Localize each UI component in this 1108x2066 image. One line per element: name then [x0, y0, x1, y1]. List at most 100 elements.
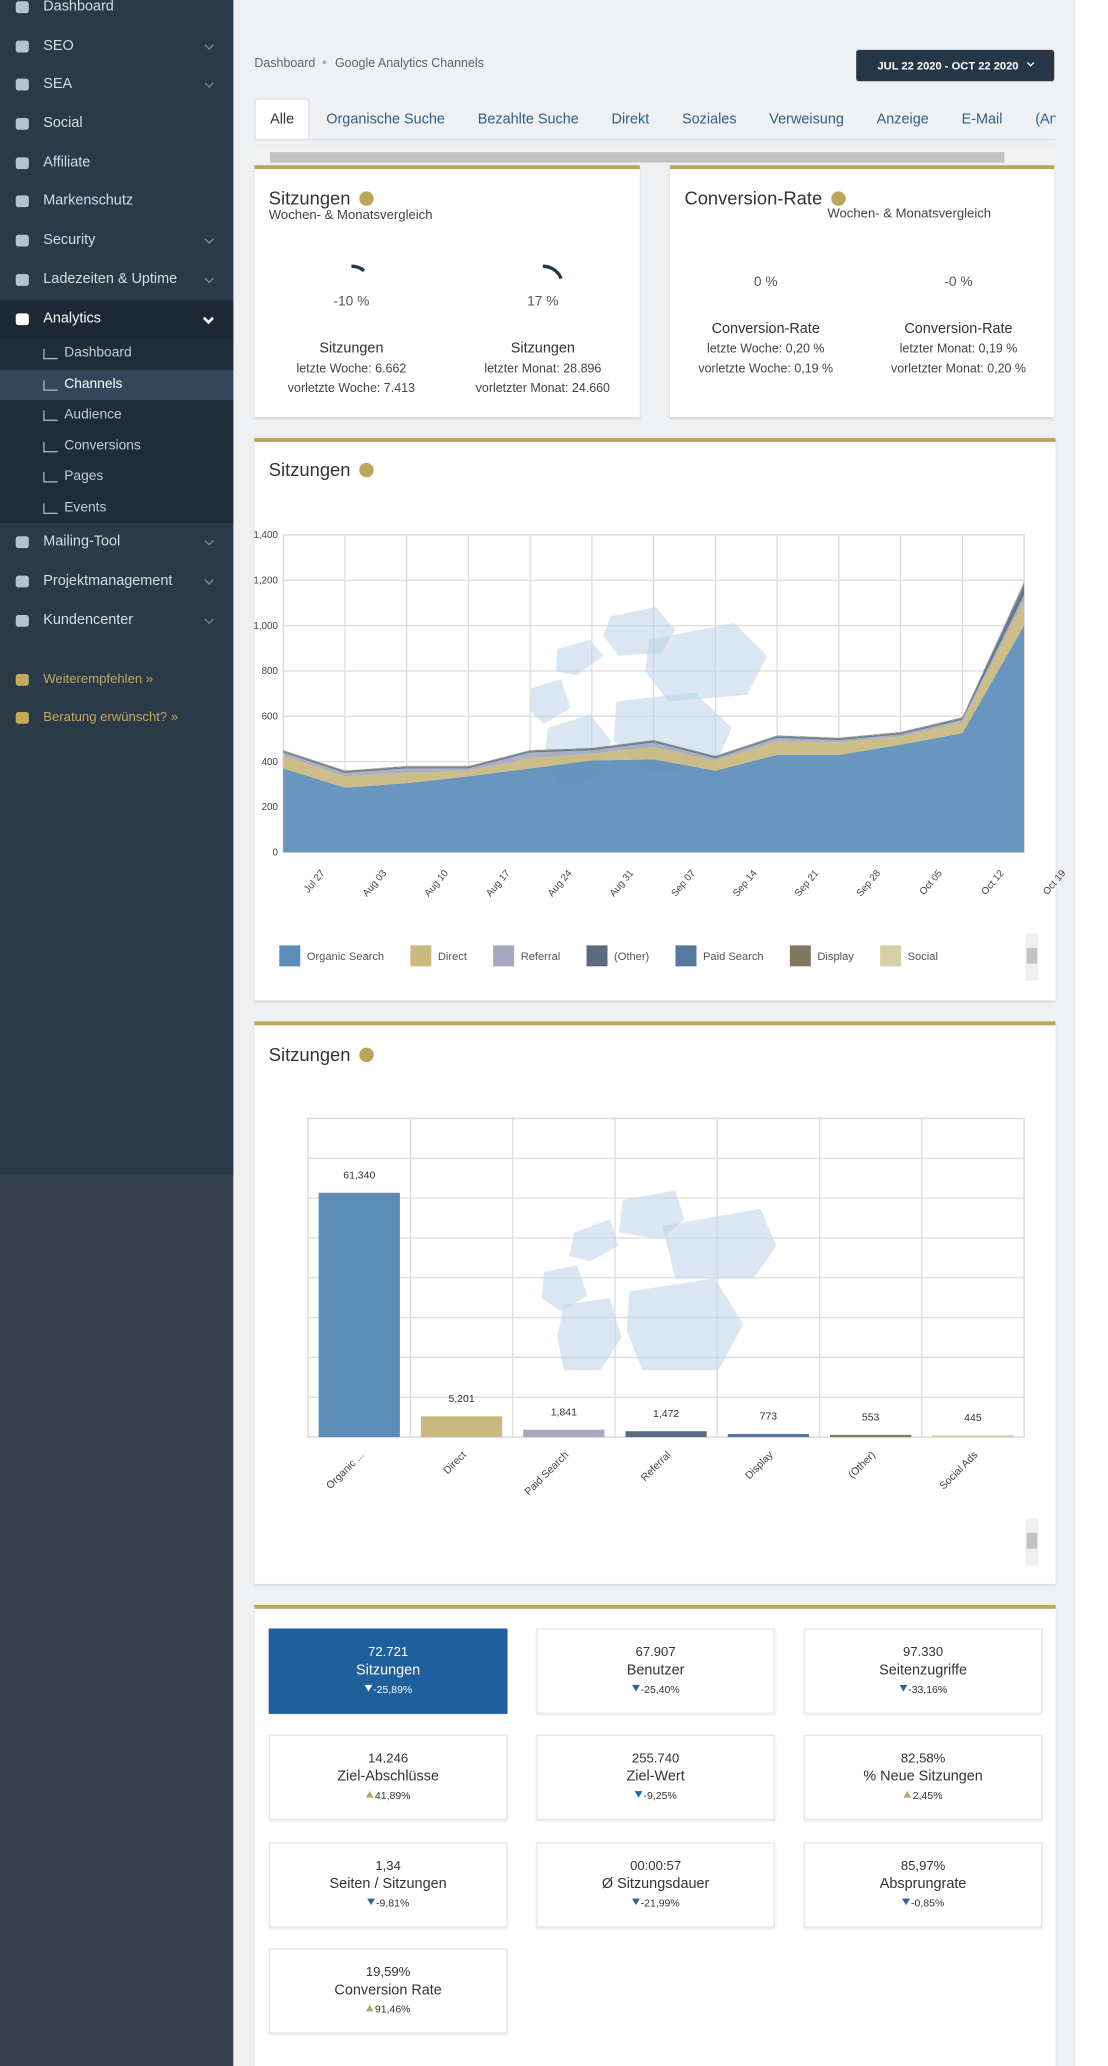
kpi-tile: 00:00:57 Ø Sitzungsdauer -21,99%	[536, 1842, 775, 1928]
nav-item[interactable]: Markenschutz	[0, 183, 233, 222]
info-icon[interactable]	[359, 1047, 375, 1063]
trend-icon	[363, 1684, 372, 1692]
kpi-label: Conversion Rate	[334, 1982, 442, 1999]
icon	[15, 157, 29, 169]
kpi-value: 72.721	[368, 1645, 409, 1660]
tab[interactable]: Bezahlte Suche	[477, 111, 579, 128]
tab[interactable]: Anzeige	[876, 111, 929, 128]
nav-label[interactable]: Kundencenter	[43, 611, 134, 628]
trend-icon	[366, 1898, 375, 1906]
promo-link[interactable]: Beratung erwünscht? »	[0, 699, 233, 737]
submenu-label[interactable]: Channels	[64, 375, 123, 392]
tab[interactable]: (Andere)	[1035, 111, 1055, 128]
info-icon[interactable]	[359, 191, 375, 206]
nav-item[interactable]: SEA	[0, 66, 233, 105]
comparison-card	[254, 165, 640, 417]
sidebar: Dashboard SEO SEA Social Affiliate Markenschu…	[0, 0, 234, 2066]
submenu-item[interactable]: Pages	[0, 462, 233, 493]
nav-label[interactable]: Ladezeiten & Uptime	[43, 271, 178, 287]
icon	[15, 118, 29, 130]
kpi-label: Ø Sitzungsdauer	[601, 1876, 710, 1893]
nav-item[interactable]: Analytics	[0, 299, 234, 339]
breadcrumb-item[interactable]: Dashboard	[254, 56, 316, 71]
nav-label[interactable]: SEO	[43, 37, 74, 54]
tab[interactable]: Verweisung	[769, 111, 844, 128]
scroll-thumb[interactable]	[270, 152, 1005, 163]
text: letzter Monat: 28.896	[484, 361, 602, 377]
title-text: Conversion-Rate	[684, 187, 823, 209]
text: Sitzungen	[319, 340, 384, 357]
nav-item[interactable]: Affiliate	[0, 144, 233, 183]
promo-label[interactable]: Beratung erwünscht? »	[43, 710, 179, 726]
nav-item[interactable]: Security	[0, 222, 233, 261]
submenu-item[interactable]: Audience	[0, 400, 233, 431]
separator	[323, 60, 328, 65]
text: 17 %	[527, 293, 559, 310]
nav-item[interactable]: SEO	[0, 27, 233, 66]
kpi-tile: 19,59% Conversion Rate 91,46%	[268, 1948, 508, 2034]
kpi-change: -0,85%	[805, 1897, 1041, 1909]
nav-item[interactable]: Projektmanagement	[0, 562, 233, 601]
submenu-item[interactable]: Conversions	[0, 431, 233, 462]
nav-label[interactable]: Security	[43, 232, 96, 248]
tab[interactable]: Organische Suche	[326, 111, 445, 128]
submenu-label[interactable]: Events	[64, 499, 107, 515]
nav-label[interactable]: Analytics	[43, 310, 102, 326]
nav-label[interactable]: Markenschutz	[43, 193, 134, 210]
nav-label[interactable]: Social	[43, 115, 83, 132]
nav-label[interactable]: Affiliate	[43, 154, 91, 171]
text: -10 %	[333, 293, 370, 310]
submenu-item[interactable]: Events	[0, 493, 233, 524]
promo-label[interactable]: Weiterempfehlen »	[43, 672, 154, 688]
nav-label[interactable]: Mailing-Tool	[43, 533, 121, 550]
icon	[15, 712, 29, 725]
date-range[interactable]: JUL 22 2020 - OCT 22 2020	[877, 59, 1019, 73]
trend-icon	[631, 1898, 640, 1906]
kpi-label: Absprungrate	[879, 1876, 967, 1893]
nav-item[interactable]: Kundencenter	[0, 601, 233, 640]
kpi-value: 67.907	[635, 1645, 676, 1660]
info-icon[interactable]	[831, 191, 846, 206]
nav-label[interactable]: Projektmanagement	[43, 572, 173, 589]
nav-item[interactable]: Mailing-Tool	[0, 523, 233, 562]
change-text: -33,16%	[908, 1683, 948, 1696]
date-range-button[interactable]: JUL 22 2020 - OCT 22 2020	[856, 49, 1055, 82]
tab[interactable]: Soziales	[682, 111, 737, 128]
text: Sitzungen	[510, 340, 575, 357]
submenu-label[interactable]: Pages	[64, 468, 104, 485]
text: 0 %	[753, 274, 778, 290]
icon	[15, 195, 29, 208]
kpi-tile: 14.246 Ziel-Abschlüsse 41,89%	[268, 1734, 508, 1820]
nav-item[interactable]: Ladezeiten & Uptime	[0, 261, 233, 300]
nav-label[interactable]: Dashboard	[43, 0, 114, 15]
breadcrumb-item: Google Analytics Channels	[334, 56, 484, 71]
icon	[15, 312, 29, 325]
kpi-change: -9,81%	[270, 1897, 506, 1909]
tab[interactable]: Alle	[254, 98, 310, 139]
tab[interactable]: Direkt	[611, 111, 650, 128]
nav-item[interactable]: Social	[0, 105, 233, 144]
submenu-label[interactable]: Audience	[64, 406, 122, 423]
icon	[15, 40, 29, 53]
info-icon[interactable]	[359, 462, 375, 478]
promo-link[interactable]: Weiterempfehlen »	[0, 661, 233, 699]
title-text: Sitzungen	[268, 458, 351, 480]
kpi-change: -25,40%	[538, 1684, 774, 1695]
submenu-label[interactable]: Conversions	[64, 437, 141, 454]
nav-label[interactable]: SEA	[43, 76, 73, 93]
trend-icon	[634, 1791, 643, 1798]
submenu-item[interactable]: Dashboard	[0, 339, 233, 370]
submenu-item[interactable]: Channels	[0, 369, 234, 401]
chevron	[204, 234, 214, 245]
tab[interactable]: E-Mail	[961, 111, 1003, 128]
nav: Dashboard SEO SEA Social Affiliate Markenschu…	[0, 0, 234, 737]
kpi-tile: 67.907 Benutzer -25,40%	[536, 1628, 775, 1714]
icon	[15, 674, 29, 687]
kpi-value: 82,58%	[900, 1751, 946, 1767]
chevron	[204, 40, 214, 50]
nav-item[interactable]: Dashboard	[0, 0, 233, 27]
submenu-label[interactable]: Dashboard	[64, 345, 132, 361]
icon	[15, 575, 29, 588]
